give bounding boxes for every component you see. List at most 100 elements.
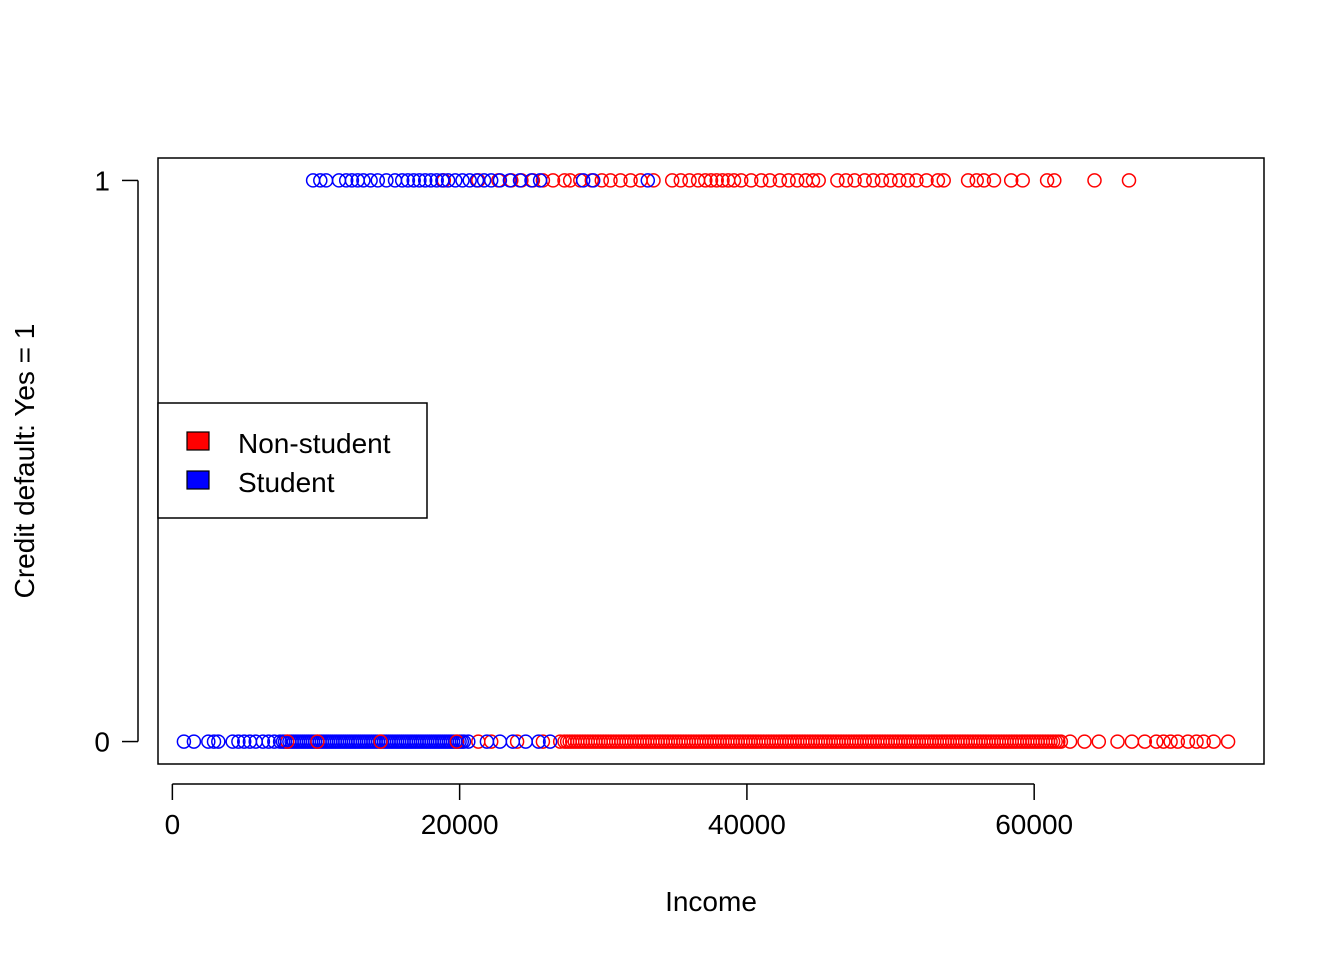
data-point [1077, 734, 1092, 749]
data-point [313, 173, 328, 188]
data-point [1220, 734, 1236, 749]
data-point [236, 734, 252, 749]
data-point [1015, 173, 1030, 188]
x-tick-label: 0 [165, 809, 181, 840]
data-point [682, 173, 697, 188]
data-point [811, 173, 826, 188]
points-layer [176, 173, 1236, 749]
data-point [557, 173, 572, 188]
data-point [743, 173, 759, 188]
data-point [1189, 734, 1204, 749]
data-point [781, 173, 796, 188]
x-tick-label: 60000 [995, 809, 1073, 840]
data-point [664, 173, 680, 188]
data-point [267, 734, 282, 749]
data-point [1180, 734, 1196, 749]
data-point [552, 734, 568, 749]
data-point [449, 734, 465, 749]
data-point [483, 173, 499, 188]
data-point [483, 734, 499, 749]
data-point [891, 173, 907, 188]
data-point [461, 734, 476, 749]
data-point [715, 173, 730, 188]
data-point [344, 173, 360, 188]
data-point [919, 173, 934, 188]
data-point [986, 173, 1002, 188]
data-point [830, 173, 845, 188]
data-point [231, 734, 246, 749]
data-point [1091, 734, 1107, 749]
legend-swatch-non-student [186, 431, 210, 451]
y-axis-title: Credit default: Yes = 1 [9, 324, 40, 599]
data-point [709, 173, 724, 188]
data-point [805, 173, 821, 188]
y-axis: 01 [94, 165, 139, 758]
data-point [1110, 734, 1125, 749]
data-point [646, 173, 661, 188]
data-point [772, 173, 788, 188]
data-point [542, 734, 558, 749]
data-point [1196, 734, 1211, 749]
data-point [726, 173, 742, 188]
data-point [673, 173, 689, 188]
data-point [960, 173, 976, 188]
data-point [909, 173, 924, 188]
data-point [417, 173, 433, 188]
data-point [838, 173, 854, 188]
data-point [370, 173, 386, 188]
data-point [703, 173, 719, 188]
data-point [1170, 734, 1186, 749]
data-point [206, 734, 222, 749]
data-point [201, 734, 216, 749]
data-point [976, 173, 992, 188]
data-point [789, 173, 805, 188]
legend-swatch-student [186, 470, 210, 490]
data-point [857, 173, 872, 188]
data-point [1124, 734, 1140, 749]
data-point [1163, 734, 1178, 749]
x-axis: 0 20000 40000 60000 [165, 783, 1073, 840]
data-point [936, 173, 951, 188]
data-point [310, 734, 325, 749]
data-point [400, 173, 416, 188]
data-point [613, 173, 628, 188]
data-point [532, 173, 548, 188]
data-point [255, 734, 271, 749]
data-point [492, 173, 508, 188]
data-point [211, 734, 226, 749]
data-point [512, 173, 528, 188]
data-point [640, 173, 656, 188]
data-point [883, 173, 898, 188]
data-point [176, 734, 192, 749]
data-point [412, 173, 427, 188]
data-point [535, 734, 551, 749]
data-point [603, 173, 618, 188]
data-point [524, 173, 539, 188]
data-point [225, 734, 240, 749]
data-point [623, 173, 638, 188]
data-point [585, 173, 601, 188]
data-point [762, 173, 778, 188]
data-point [456, 734, 472, 749]
legend-label-student: Student [238, 467, 335, 498]
data-point [440, 173, 456, 188]
data-point [373, 734, 388, 749]
data-point [575, 173, 591, 188]
data-point [531, 734, 546, 749]
data-point [448, 173, 463, 188]
data-point [1137, 734, 1153, 749]
data-point [1206, 734, 1221, 749]
data-point [698, 173, 713, 188]
data-point [1149, 734, 1164, 749]
data-point [492, 734, 508, 749]
x-tick-label: 20000 [421, 809, 499, 840]
data-point [356, 173, 371, 188]
data-point [509, 734, 525, 749]
data-point [338, 173, 354, 188]
data-point [1047, 173, 1062, 188]
data-point [462, 173, 477, 188]
y-tick-label: 1 [94, 165, 110, 196]
legend-label-non-student: Non-student [238, 428, 391, 459]
data-point [930, 173, 946, 188]
